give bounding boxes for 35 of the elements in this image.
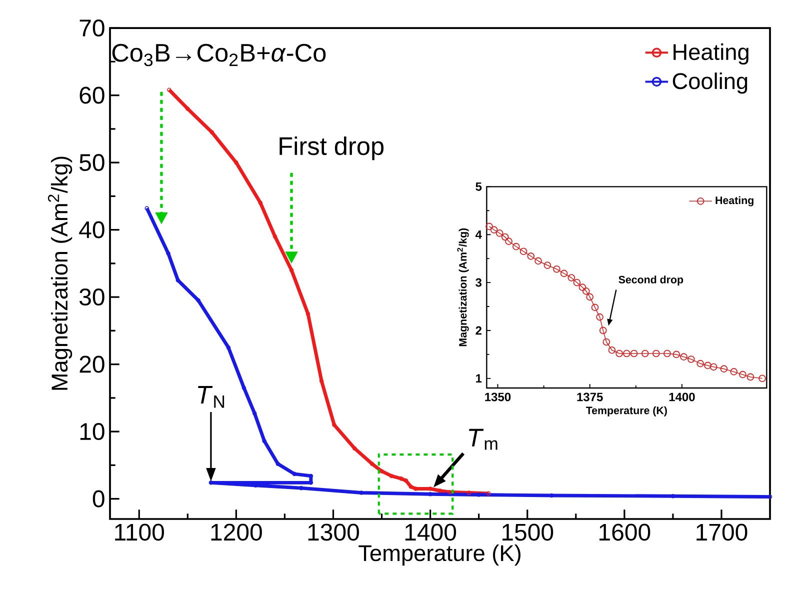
y-tick-label: 4 [475,230,482,239]
y-tick-label: 60 [80,86,104,104]
x-tick-label: 1350 [485,392,511,402]
y-tick-label: 1 [476,374,482,383]
x-tick-label: 1600 [600,524,650,541]
y-tick-label: 40 [79,221,104,238]
x-tick-label: 1300 [308,524,359,541]
y-axis-title: Magnetization (Am$^{2}$/kg) [457,228,469,346]
annotation: Co$_{3}$B→Co$_{2}$B+α-Co [112,44,326,66]
x-axis-title: Temperature (K) [358,544,520,566]
x-tick-label: 1200 [211,524,262,541]
x-tick-label: 1400 [405,524,456,541]
y-tick-label: 70 [80,19,104,36]
annotation: Second drop [618,276,684,286]
y-tick-label: 3 [476,278,482,287]
y-axis-title: Magnetization (Am$^{2}$/kg) [48,156,72,390]
legend-label: Cooling [672,72,748,94]
y-tick-label: 50 [80,154,104,172]
x-tick-label: 1700 [696,524,748,541]
x-tick-label: 1400 [669,392,695,402]
y-tick-label: 30 [80,288,104,306]
y-tick-label: 0 [92,490,104,508]
y-tick-label: 2 [476,326,482,335]
annotation: T$_{m}$ [468,428,498,450]
x-tick-label: 1500 [502,524,554,541]
x-axis-title: Temperature (K) [586,406,667,416]
y-tick-label: 20 [80,356,104,373]
x-tick-label: 1375 [577,392,603,402]
annotation: First drop [280,136,384,160]
annotation: T$_{N}$ [198,386,224,408]
x-tick-label: 1100 [115,524,164,541]
legend-label: Heating [716,196,754,206]
y-tick-label: 10 [80,423,104,440]
legend-label: Heating [674,43,748,65]
y-tick-label: 5 [476,182,482,191]
